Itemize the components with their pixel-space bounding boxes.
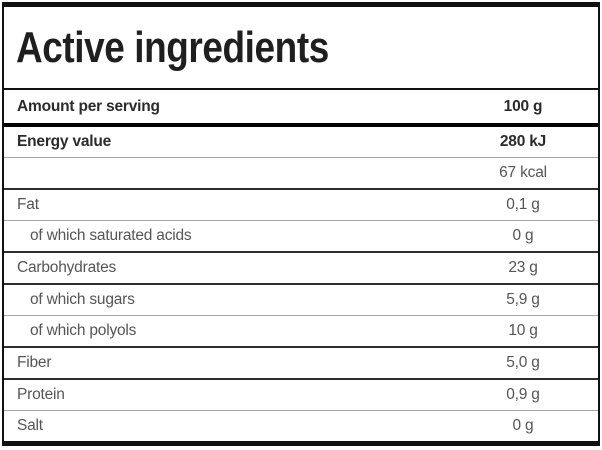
- table-row-energy-kcal: 67 kcal: [4, 158, 598, 190]
- row-value: 23 g: [508, 259, 538, 276]
- row-value: 280 kJ: [499, 133, 547, 150]
- header-label: Amount per serving: [17, 97, 160, 115]
- row-label: of which saturated acids: [30, 227, 192, 244]
- row-value: 0 g: [512, 417, 534, 434]
- row-value: 67 kcal: [499, 164, 547, 181]
- row-value: 5,9 g: [506, 291, 540, 308]
- row-label: Energy value: [17, 133, 112, 150]
- table-row-sugars: of which sugars 5,9 g: [4, 285, 598, 316]
- table-row-salt: Salt 0 g: [4, 411, 598, 441]
- row-label: of which polyols: [30, 322, 137, 339]
- row-value: 5,0 g: [506, 354, 540, 371]
- title-section: Active ingredients: [4, 7, 598, 90]
- row-value: 0,1 g: [506, 196, 540, 213]
- table-row-carbohydrates: Carbohydrates 23 g: [4, 253, 598, 285]
- header-value: 100 g: [503, 97, 543, 115]
- table-row-energy-kj: Energy value 280 kJ: [4, 127, 598, 158]
- row-value: 0 g: [512, 227, 534, 244]
- table-row-fat: Fat 0,1 g: [4, 190, 598, 221]
- row-label: Fat: [17, 196, 39, 213]
- table-header-row: Amount per serving 100 g: [4, 90, 598, 127]
- page-title: Active ingredients: [16, 22, 329, 72]
- row-label: of which sugars: [30, 291, 135, 308]
- row-value: 0,9 g: [506, 386, 540, 403]
- row-value: 10 g: [508, 322, 538, 339]
- table-row-fiber: Fiber 5,0 g: [4, 348, 598, 380]
- row-label: Carbohydrates: [17, 259, 117, 276]
- row-label: Fiber: [17, 354, 52, 371]
- row-label: Protein: [17, 386, 65, 403]
- table-row-saturated-acids: of which saturated acids 0 g: [4, 221, 598, 253]
- table-row-polyols: of which polyols 10 g: [4, 316, 598, 348]
- row-label: Salt: [17, 417, 43, 434]
- table-row-protein: Protein 0,9 g: [4, 380, 598, 411]
